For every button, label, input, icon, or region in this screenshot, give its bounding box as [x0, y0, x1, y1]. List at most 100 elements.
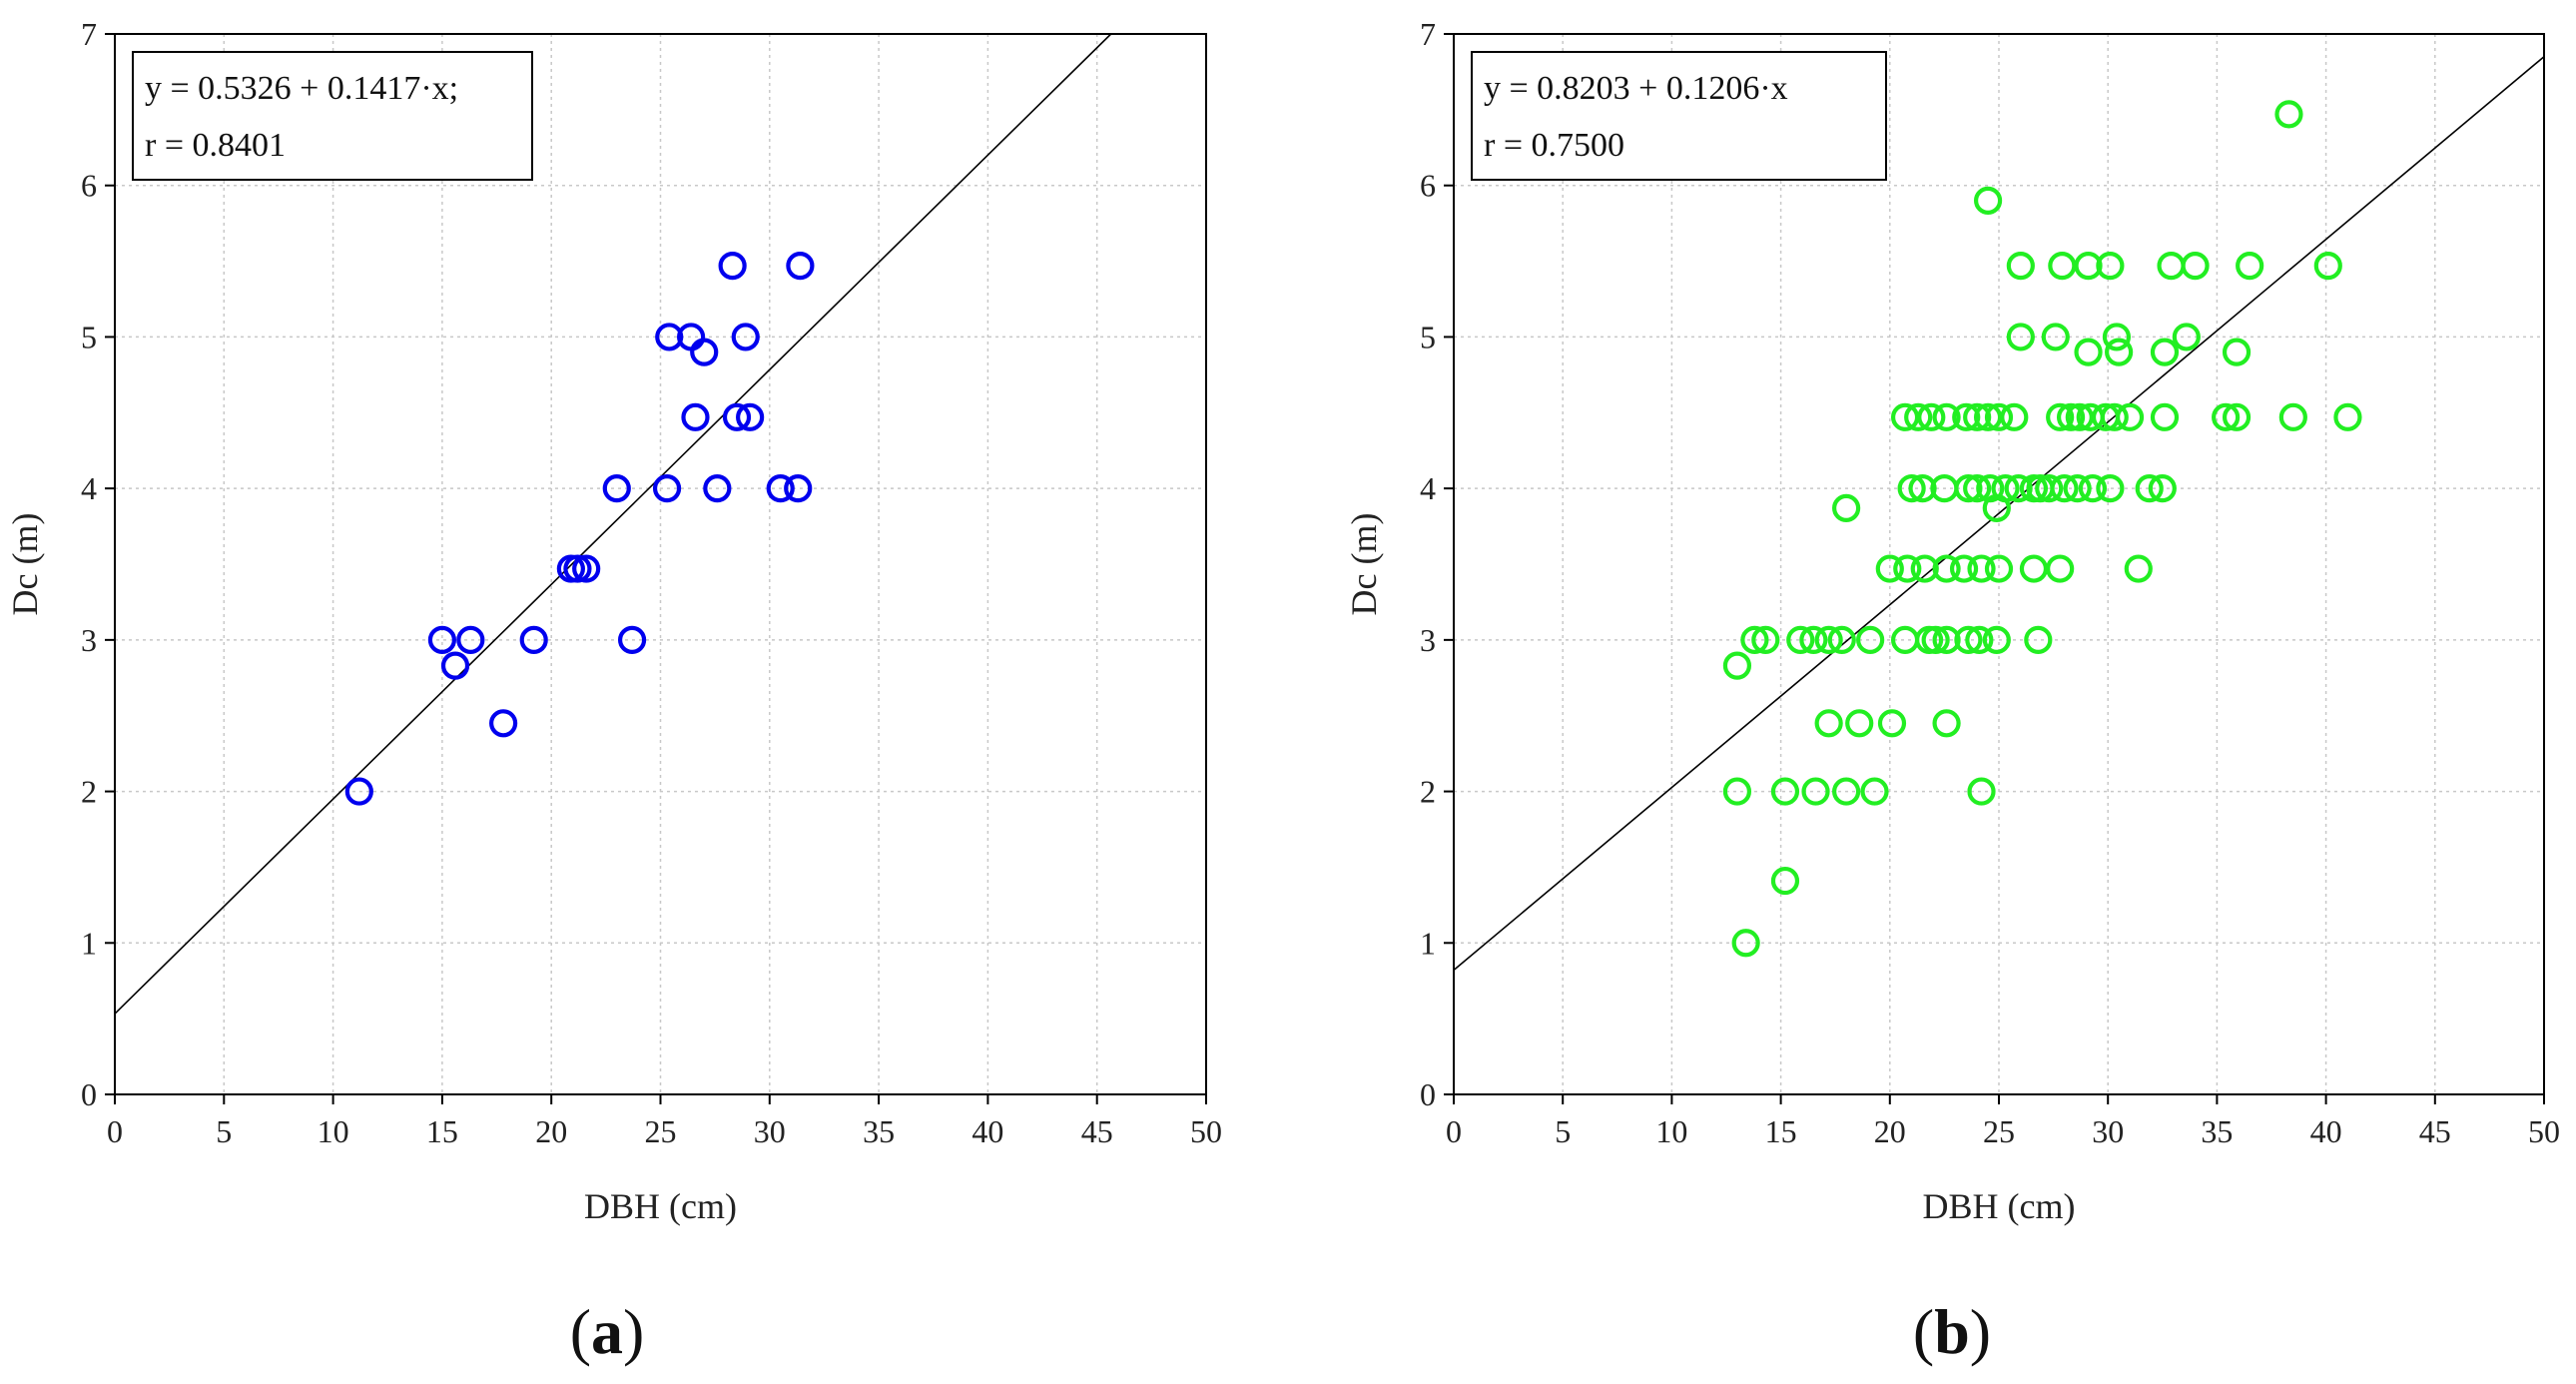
panel-a-point: [703, 474, 732, 503]
panel-b-point: [2313, 252, 2342, 281]
panel-b-point: [1932, 554, 1961, 583]
panel-b-point: [2048, 252, 2077, 281]
panel-b-point: [1921, 625, 1950, 654]
panel-a-equation: y = 0.5326 + 0.1417·x;: [145, 70, 458, 107]
panel-a-point: [344, 777, 373, 806]
panel-b-point: [1976, 474, 2005, 503]
panel-b-point: [2063, 474, 2092, 503]
panel-a-points: [344, 252, 815, 806]
panel-b-y-tick-label: 1: [1420, 925, 1436, 961]
panel-b-point: [1963, 474, 1992, 503]
panel-b-point: [2024, 625, 2053, 654]
panel-b-point: [1875, 554, 1904, 583]
panel-a-y-tick-label: 4: [81, 470, 97, 506]
panel-b-regression-line: [1453, 56, 2545, 972]
panel-b-point: [2212, 402, 2241, 431]
panel-b-x-tick-labels: 0 5 10 15 20 25 30 35 40 45 50: [1446, 1113, 2560, 1149]
panel-b-points: [1722, 100, 2362, 958]
panel-b-y-tick-labels: 0 1 2 3 4 5 6 7: [1420, 16, 1436, 1112]
panel-a-point: [681, 402, 710, 431]
panel-a-point: [786, 252, 815, 281]
panel-b-grid: [1454, 34, 2544, 1094]
panel-b-point: [1949, 554, 1979, 583]
panel-b-point: [1973, 402, 2003, 431]
panel-b-point: [1731, 929, 1760, 958]
panel-b-x-axis-title: DBH (cm): [1923, 1186, 2076, 1226]
panel-a-point: [718, 252, 747, 281]
panel-a-x-axis-title: DBH (cm): [584, 1186, 737, 1226]
panel-a-point: [602, 474, 631, 503]
panel-b-point: [2050, 474, 2079, 503]
panel-a-point: [736, 402, 765, 431]
panel-b-point: [1984, 402, 2014, 431]
panel-a-y-tick-label: 7: [81, 16, 97, 52]
panel-b-correlation: r = 0.7500: [1484, 127, 1624, 164]
panel-b-point: [2102, 323, 2132, 351]
panel-b-point: [1786, 625, 1815, 654]
panel-a-x-tick-label: 35: [863, 1113, 895, 1149]
panel-a-point: [617, 625, 647, 654]
panel-b-point: [1890, 402, 1920, 431]
panel-a-point: [440, 651, 470, 680]
panel-a-point: [456, 625, 485, 654]
panel-a-y-tick-label: 2: [81, 774, 97, 810]
panel-b-point: [1770, 777, 1800, 806]
panel-b-point: [1897, 474, 1926, 503]
panel-a-x-tick-label: 50: [1190, 1113, 1222, 1149]
panel-a-point: [722, 402, 752, 431]
panel-a-equation-box: [132, 51, 533, 181]
panel-b-ticks: [1444, 33, 2545, 1104]
panel-b-label: (b): [1913, 1296, 1991, 1367]
panel-b-point: [1904, 402, 1933, 431]
panel-b-y-tick-label: 3: [1420, 622, 1436, 658]
panel-b-label-letter: b: [1934, 1296, 1970, 1367]
panel-a-label: (a): [570, 1296, 645, 1367]
panel-b-point: [1932, 402, 1961, 431]
panel-b-point: [1954, 625, 1983, 654]
panel-b-x-tick-label: 5: [1555, 1113, 1571, 1149]
panel-a-x-tick-label: 20: [535, 1113, 567, 1149]
panel-a-y-tick-label: 1: [81, 925, 97, 961]
panel-a-point: [690, 338, 719, 366]
panel-b-point: [2222, 402, 2252, 431]
panel-b-point: [1954, 474, 1983, 503]
panel-b-x-tick-label: 30: [2092, 1113, 2124, 1149]
panel-b-point: [1963, 402, 1992, 431]
panel-b-x-tick-label: 50: [2528, 1113, 2560, 1149]
panel-a-point: [766, 474, 795, 503]
panel-b-point: [2096, 252, 2125, 281]
panel-b-point: [1932, 709, 1961, 738]
panel-a-grid: [115, 34, 1206, 1094]
panel-b-point: [1799, 625, 1828, 654]
panel-b-point: [2006, 252, 2035, 281]
panel-b-point: [1832, 777, 1861, 806]
panel-a-x-tick-label: 25: [645, 1113, 677, 1149]
panel-b-point: [2078, 474, 2108, 503]
panel-b-point: [1952, 402, 1981, 431]
panel-b-x-tick-label: 20: [1874, 1113, 1906, 1149]
panel-a-x-tick-label: 30: [754, 1113, 786, 1149]
panel-b-point: [1893, 554, 1922, 583]
panel-b-point: [1801, 777, 1830, 806]
panel-b-equation: y = 0.8203 + 0.1206·x: [1484, 70, 1788, 107]
panel-b-point: [1917, 402, 1946, 431]
panel-b-point: [1827, 625, 1856, 654]
panel-a-x-tick-labels: 0 5 10 15 20 25 30 35 40 45 50: [107, 1113, 1222, 1149]
panel-a-x-tick-label: 0: [107, 1113, 123, 1149]
panel-b-point: [1973, 186, 2003, 215]
panel-b-point: [1965, 625, 1994, 654]
panel-a-point: [731, 323, 760, 351]
panel-b-point: [2172, 323, 2201, 351]
panel-b-y-tick-label: 0: [1420, 1076, 1436, 1112]
panel-b-point: [1751, 625, 1780, 654]
panel-b-y-tick-label: 5: [1420, 319, 1436, 354]
panel-b-point: [2056, 402, 2086, 431]
panel-a-correlation: r = 0.8401: [145, 127, 286, 164]
panel-a-y-tick-label: 6: [81, 168, 97, 204]
panel-b-point: [2035, 474, 2064, 503]
panel-b-point: [1722, 651, 1752, 680]
panel-b-point: [2278, 402, 2307, 431]
panel-b-x-tick-label: 15: [1765, 1113, 1797, 1149]
panel-a-x-tick-label: 10: [318, 1113, 349, 1149]
